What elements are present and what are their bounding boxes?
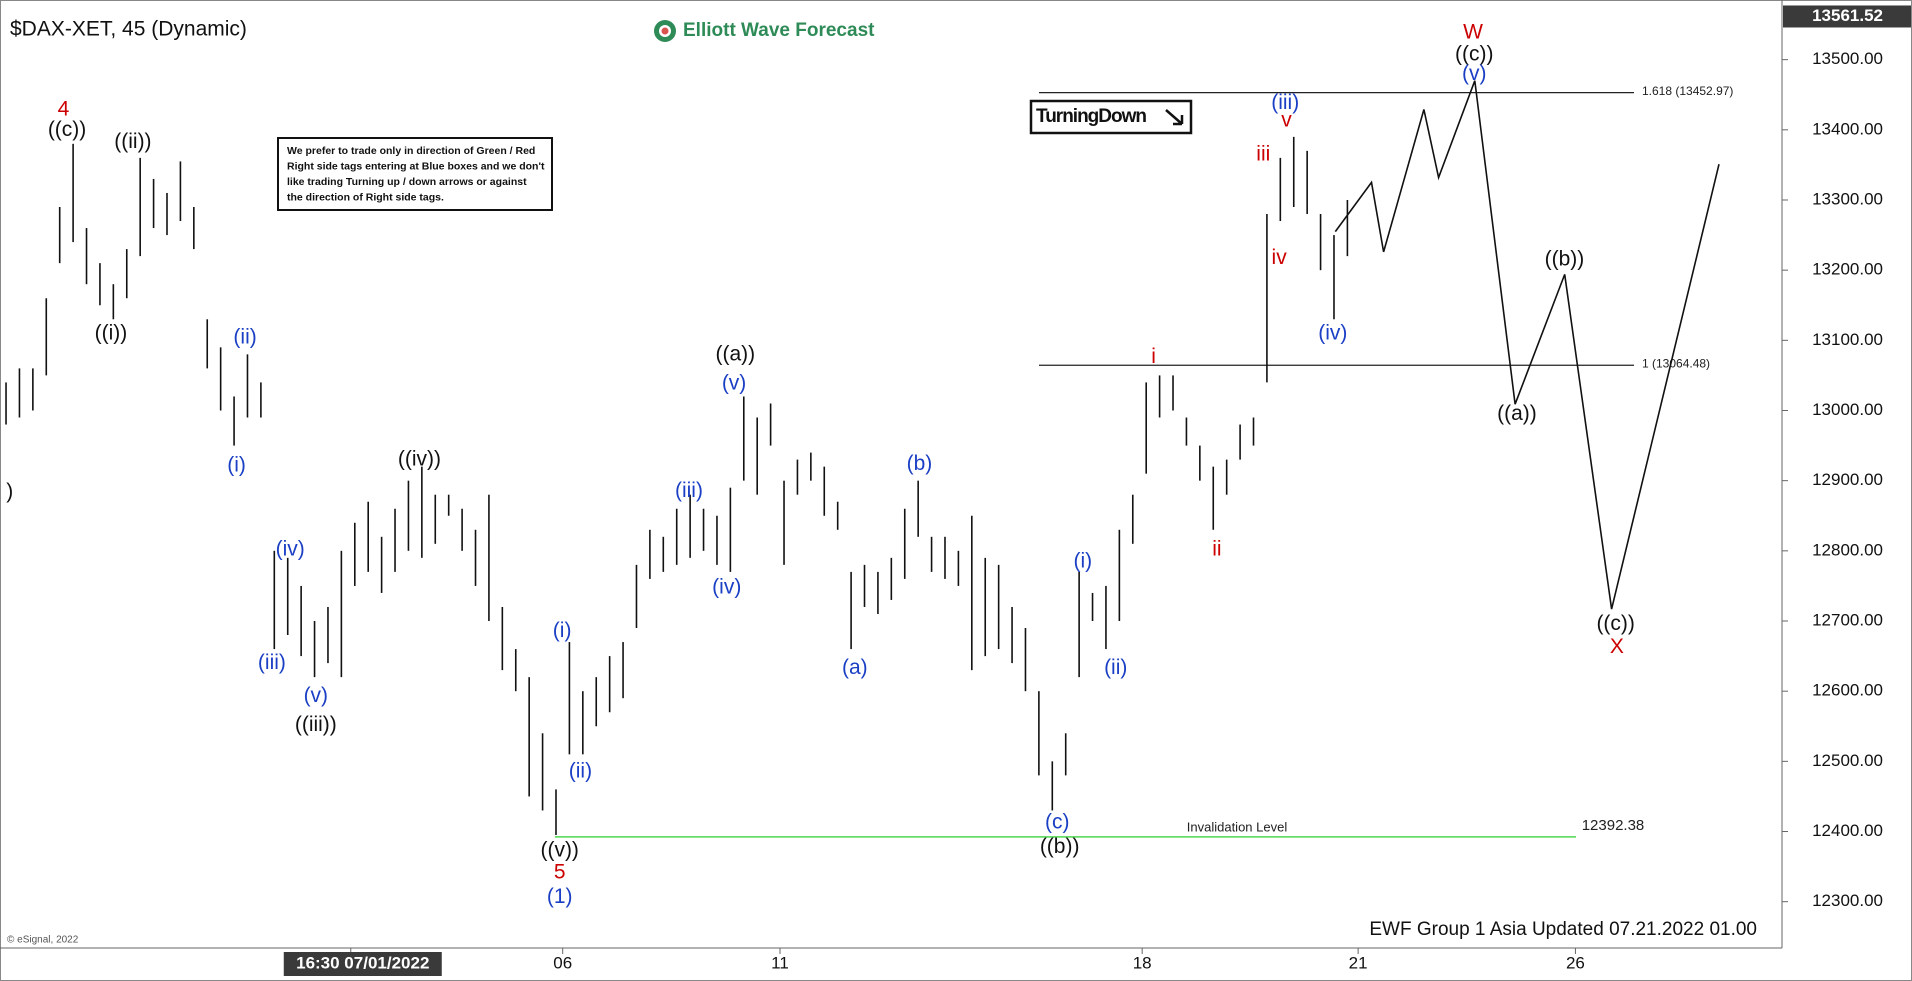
notice-line: like trading Turning up / down arrows or…	[287, 176, 527, 188]
projection-path	[1334, 80, 1720, 610]
signal-text: TurningDown	[1036, 106, 1146, 127]
wave-label: )	[6, 480, 13, 503]
wave-label: i	[1151, 345, 1156, 368]
notice-line: Right side tags entering at Blue boxes a…	[287, 160, 545, 172]
wave-label: (c)	[1045, 811, 1070, 834]
signal-box	[1029, 99, 1193, 135]
wave-label: ((iii))	[295, 713, 337, 736]
y-tick-label: 12400.00	[1812, 821, 1883, 840]
wave-label: (i)	[553, 619, 572, 642]
x-tick-label: 06	[553, 953, 572, 972]
wave-label: (iii)	[1271, 91, 1299, 114]
notice-line: We prefer to trade only in direction of …	[287, 145, 535, 157]
wave-label: (ii)	[569, 759, 592, 782]
wave-label: ((v))	[540, 839, 578, 862]
y-tick-label: 12300.00	[1812, 891, 1883, 910]
wave-label: (iii)	[258, 651, 286, 674]
wave-label: ((c))	[1596, 612, 1634, 635]
fib-level-label: 1 (13064.48)	[1642, 356, 1710, 370]
last-price-box	[1783, 5, 1911, 28]
wave-label: 5	[554, 861, 566, 884]
wave-label: ((iv))	[398, 447, 441, 470]
wave-label: (iv)	[276, 537, 305, 560]
wave-label: W	[1463, 20, 1483, 43]
copyright: © eSignal, 2022	[7, 935, 79, 946]
x-tick-label: 16:30 07/01/2022	[296, 953, 429, 972]
y-tick-label: 13000.00	[1812, 400, 1883, 419]
x-tick-label: 18	[1133, 953, 1152, 972]
y-tick-label: 13500.00	[1812, 49, 1883, 68]
wave-label: (1)	[547, 885, 573, 908]
y-tick-label: 13200.00	[1812, 260, 1883, 279]
logo: Elliott Wave Forecast	[654, 20, 875, 42]
wave-label: v	[1281, 108, 1292, 131]
logo-icon-core	[661, 27, 669, 35]
wave-label: 4	[58, 97, 70, 120]
footer: EWF Group 1 Asia Updated 07.21.2022 01.0…	[1369, 919, 1757, 940]
x-tick-highlight	[283, 952, 442, 976]
chart-title: $DAX-XET, 45 (Dynamic)	[10, 18, 247, 41]
y-tick-label: 12900.00	[1812, 470, 1883, 489]
y-tick-label: 13300.00	[1812, 189, 1883, 208]
y-tick-label: 13100.00	[1812, 330, 1883, 349]
wave-label: (i)	[1073, 550, 1092, 573]
wave-label: (ii)	[233, 325, 256, 348]
y-tick-label: 12600.00	[1812, 681, 1883, 700]
wave-label: X	[1610, 635, 1624, 658]
wave-label: ((a))	[715, 342, 755, 365]
wave-label: (v)	[304, 684, 329, 707]
wave-label: ((c))	[1455, 42, 1493, 65]
wave-label: (v)	[1462, 62, 1487, 85]
x-tick-label: 26	[1566, 953, 1585, 972]
wave-label: (iv)	[1318, 322, 1347, 345]
notice-box	[277, 137, 553, 211]
y-tick-label: 12800.00	[1812, 540, 1883, 559]
wave-label: ((b))	[1545, 247, 1585, 270]
wave-label: (i)	[227, 453, 246, 476]
fib-level-label: 1.618 (13452.97)	[1642, 84, 1733, 98]
notice-line: the direction of Right side tags.	[287, 191, 444, 203]
y-tick-label: 12700.00	[1812, 610, 1883, 629]
y-tick-label: 13400.00	[1812, 119, 1883, 138]
wave-label: (iv)	[712, 575, 741, 598]
y-tick-label: 12500.00	[1812, 751, 1883, 770]
logo-text: Elliott Wave Forecast	[683, 20, 875, 41]
wave-label: ((b))	[1040, 835, 1080, 858]
last-price-label: 13561.52	[1812, 6, 1883, 25]
wave-label: (b)	[907, 452, 933, 475]
wave-label: (v)	[722, 372, 747, 395]
wave-label: (a)	[842, 656, 868, 679]
wave-label: iii	[1256, 142, 1270, 165]
x-tick-label: 21	[1349, 953, 1368, 972]
signal-arrow	[1165, 109, 1184, 126]
invalidation-value: 12392.38	[1582, 817, 1645, 834]
x-tick-label: 11	[771, 953, 789, 972]
wave-label: ((a))	[1497, 402, 1537, 425]
wave-label: (iii)	[675, 479, 703, 502]
wave-label: (ii)	[1104, 656, 1127, 679]
invalidation-label: Invalidation Level	[1187, 819, 1288, 834]
wave-label: ((ii))	[114, 130, 151, 153]
wave-label: ((i))	[95, 322, 128, 345]
wave-label: ii	[1212, 537, 1221, 560]
wave-label: iv	[1272, 246, 1288, 269]
wave-label: ((c))	[48, 118, 86, 141]
